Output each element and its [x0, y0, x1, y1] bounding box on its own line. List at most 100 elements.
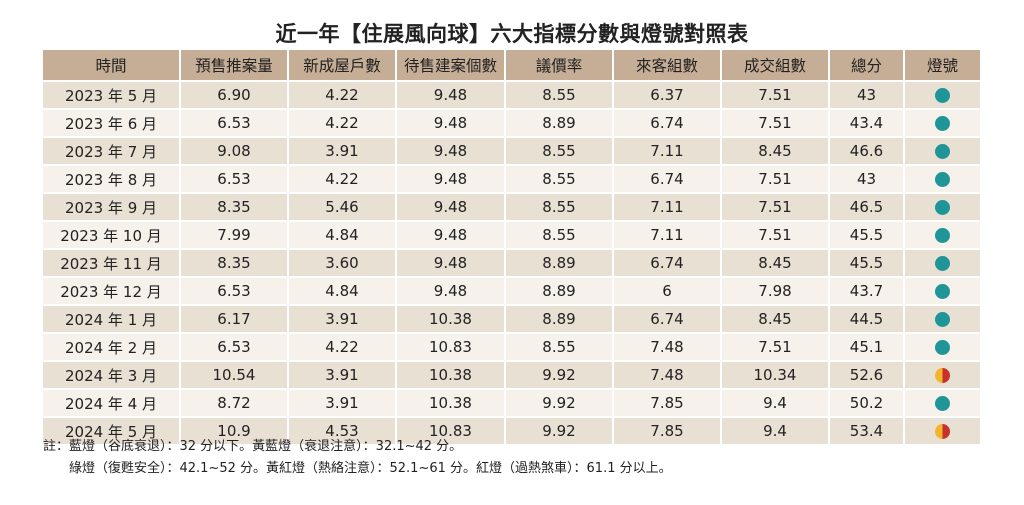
- cell-value: 9.4: [722, 418, 830, 446]
- table-row: 2023 年 6 月 6.53 4.22 9.48 8.89 6.74 7.51 43.4: [43, 110, 980, 138]
- column-header: 時間: [43, 50, 181, 82]
- table-row: 2023 年 5 月 6.90 4.22 9.48 8.55 6.37 7.51 43: [43, 82, 980, 110]
- table-row: 2023 年 7 月 9.08 3.91 9.48 8.55 7.11 8.45 46.6: [43, 138, 980, 166]
- cell-time: 2023 年 8 月: [43, 166, 181, 194]
- cell-value: 10.34: [722, 362, 830, 390]
- cell-value: 6.74: [614, 306, 722, 334]
- blue-light-icon: [935, 312, 950, 327]
- cell-value: 50.2: [830, 390, 905, 418]
- cell-value: 45.1: [830, 334, 905, 362]
- cell-value: 53.4: [830, 418, 905, 446]
- cell-time: 2023 年 6 月: [43, 110, 181, 138]
- cell-value: 7.11: [614, 222, 722, 250]
- cell-value: 8.35: [181, 194, 289, 222]
- blue-light-icon: [935, 88, 950, 103]
- cell-value: 6.53: [181, 110, 289, 138]
- cell-value: 9.48: [397, 194, 506, 222]
- cell-value: 44.5: [830, 306, 905, 334]
- blue-light-icon: [935, 284, 950, 299]
- cell-value: 43.4: [830, 110, 905, 138]
- cell-time: 2024 年 1 月: [43, 306, 181, 334]
- cell-value: 6.17: [181, 306, 289, 334]
- cell-light: [905, 250, 980, 278]
- cell-value: 3.60: [289, 250, 397, 278]
- cell-value: 6.53: [181, 166, 289, 194]
- cell-value: 3.91: [289, 362, 397, 390]
- cell-value: 9.48: [397, 82, 506, 110]
- blue-light-icon: [935, 172, 950, 187]
- cell-value: 9.48: [397, 250, 506, 278]
- column-header: 來客組數: [614, 50, 722, 82]
- cell-value: 4.84: [289, 278, 397, 306]
- cell-time: 2024 年 3 月: [43, 362, 181, 390]
- cell-value: 43: [830, 166, 905, 194]
- cell-light: [905, 194, 980, 222]
- cell-value: 6.90: [181, 82, 289, 110]
- table-body: 2023 年 5 月 6.90 4.22 9.48 8.55 6.37 7.51 43 2023…: [43, 82, 980, 446]
- cell-value: 45.5: [830, 222, 905, 250]
- blue-light-icon: [935, 340, 950, 355]
- note-line-1: 註：藍燈（谷底衰退）：32 分以下。黃藍燈（衰退注意）：32.1~42 分。: [43, 439, 463, 454]
- table-row: 2023 年 8 月 6.53 4.22 9.48 8.55 6.74 7.51 43: [43, 166, 980, 194]
- cell-value: 8.45: [722, 306, 830, 334]
- cell-value: 9.4: [722, 390, 830, 418]
- cell-value: 8.55: [506, 222, 614, 250]
- cell-value: 9.48: [397, 110, 506, 138]
- cell-value: 10.38: [397, 362, 506, 390]
- cell-value: 8.35: [181, 250, 289, 278]
- column-header: 待售建案個數: [397, 50, 506, 82]
- cell-time: 2023 年 11 月: [43, 250, 181, 278]
- cell-value: 7.85: [614, 418, 722, 446]
- cell-value: 4.84: [289, 222, 397, 250]
- cell-light: [905, 110, 980, 138]
- cell-value: 8.55: [506, 166, 614, 194]
- cell-value: 7.11: [614, 138, 722, 166]
- column-header: 預售推案量: [181, 50, 289, 82]
- cell-value: 52.6: [830, 362, 905, 390]
- cell-value: 10.38: [397, 390, 506, 418]
- cell-value: 3.91: [289, 390, 397, 418]
- cell-light: [905, 222, 980, 250]
- column-header: 總分: [830, 50, 905, 82]
- cell-time: 2024 年 4 月: [43, 390, 181, 418]
- cell-value: 10.38: [397, 306, 506, 334]
- cell-value: 10.83: [397, 334, 506, 362]
- cell-value: 8.55: [506, 194, 614, 222]
- cell-value: 10.83: [397, 418, 506, 446]
- cell-value: 9.92: [506, 362, 614, 390]
- yellow-red-light-icon: [935, 368, 950, 383]
- cell-value: 7.51: [722, 110, 830, 138]
- cell-value: 8.45: [722, 250, 830, 278]
- cell-value: 4.22: [289, 334, 397, 362]
- cell-time: 2024 年 2 月: [43, 334, 181, 362]
- cell-value: 9.48: [397, 166, 506, 194]
- yellow-red-light-icon: [935, 424, 950, 439]
- cell-time: 2023 年 5 月: [43, 82, 181, 110]
- cell-value: 4.53: [289, 418, 397, 446]
- table-header-row: 時間 預售推案量 新成屋戶數 待售建案個數 議價率 來客組數 成交組數 總分 燈號: [43, 50, 980, 82]
- table-row: 2024 年 1 月 6.17 3.91 10.38 8.89 6.74 8.45 44.5: [43, 306, 980, 334]
- table-row: 2024 年 2 月 6.53 4.22 10.83 8.55 7.48 7.51 45.1: [43, 334, 980, 362]
- cell-value: 46.5: [830, 194, 905, 222]
- cell-time: 2024 年 5 月: [43, 418, 181, 446]
- cell-time: 2023 年 10 月: [43, 222, 181, 250]
- cell-value: 9.92: [506, 418, 614, 446]
- cell-light: [905, 278, 980, 306]
- cell-value: 7.85: [614, 390, 722, 418]
- table-row: 2024 年 5 月 10.9 4.53 10.83 9.92 7.85 9.4 53.4: [43, 418, 980, 446]
- cell-value: 4.22: [289, 110, 397, 138]
- cell-value: 6.53: [181, 334, 289, 362]
- table-row: 2023 年 10 月 7.99 4.84 9.48 8.55 7.11 7.51 45.5: [43, 222, 980, 250]
- cell-time: 2023 年 7 月: [43, 138, 181, 166]
- cell-value: 6.37: [614, 82, 722, 110]
- cell-value: 8.72: [181, 390, 289, 418]
- table-row: 2023 年 11 月 8.35 3.60 9.48 8.89 6.74 8.45 45.5: [43, 250, 980, 278]
- blue-light-icon: [935, 116, 950, 131]
- table-row: 2023 年 12 月 6.53 4.84 9.48 8.89 6 7.98 43.7: [43, 278, 980, 306]
- cell-value: 43: [830, 82, 905, 110]
- cell-value: 9.92: [506, 390, 614, 418]
- cell-value: 8.89: [506, 306, 614, 334]
- cell-value: 8.89: [506, 250, 614, 278]
- cell-light: [905, 418, 980, 446]
- cell-value: 8.55: [506, 138, 614, 166]
